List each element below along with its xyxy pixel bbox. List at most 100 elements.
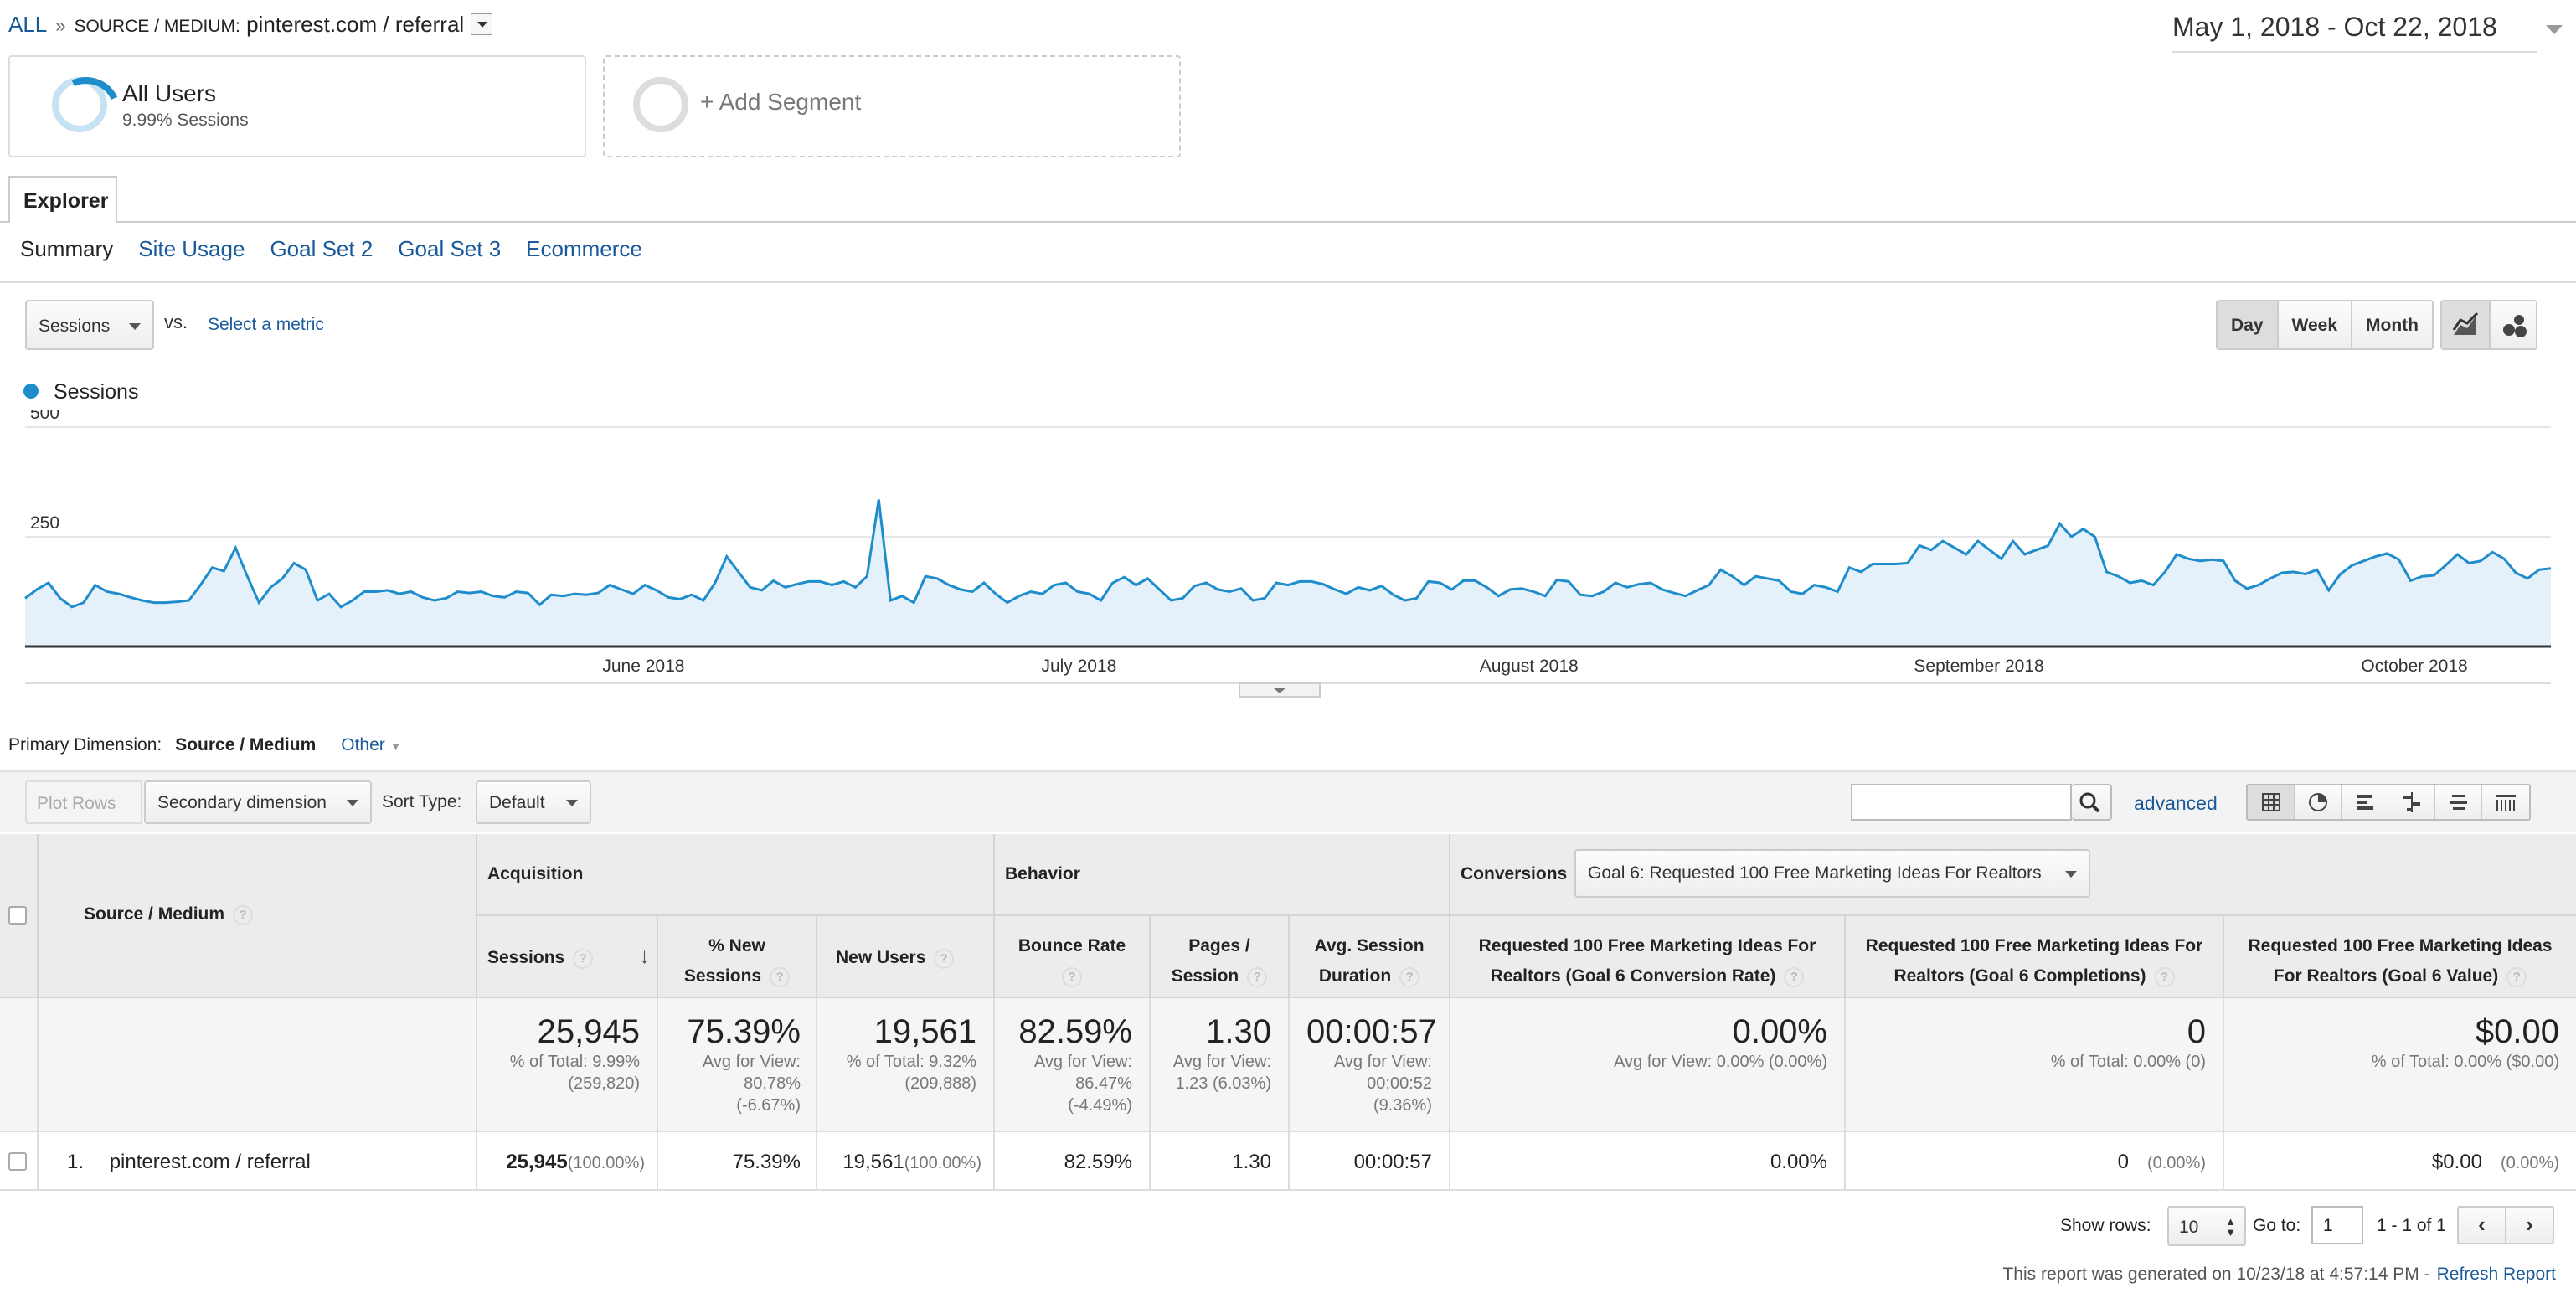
subtab-site-usage[interactable]: Site Usage [138,236,245,261]
header-avg-session-duration[interactable]: Avg. Session Duration? [1290,916,1450,998]
primary-dimension-value[interactable]: Source / Medium [175,735,317,755]
help-icon[interactable]: ? [1399,967,1420,987]
subtab-ecommerce[interactable]: Ecommerce [526,236,642,261]
tab-explorer[interactable]: Explorer [8,176,117,223]
header-sessions[interactable]: Sessions? ↓ [477,916,658,998]
row-new-users: 19,561(100.00%) [817,1132,995,1191]
goto-page-input[interactable]: 1 [2311,1206,2363,1244]
secondary-dimension-label: Secondary dimension [157,793,327,812]
period-day-button[interactable]: Day [2218,301,2279,348]
help-icon[interactable]: ? [770,967,791,987]
chevron-right-icon: › [2526,1212,2533,1237]
y-tick-label: 250 [30,513,59,533]
sort-type-select[interactable]: Default [476,780,591,824]
x-tick-label: September 2018 [1914,657,2043,676]
row-bounce-rate: 82.59% [995,1132,1151,1191]
help-icon[interactable]: ? [573,949,594,969]
row-goal-val-pct: (0.00%) [2500,1154,2559,1172]
search-icon [2079,792,2100,813]
pager: ‹ › [2457,1206,2554,1244]
search-button[interactable] [2072,784,2112,821]
stepper-icon: ▲ ▼ [2225,1215,2236,1239]
percentage-view-button[interactable] [2295,785,2342,819]
header-goal-comp-line1: Requested 100 Free Marketing Ideas For [1865,936,2203,955]
header-goal-value[interactable]: Requested 100 Free Marketing Ideas For R… [2224,916,2576,998]
header-pct-new-sessions[interactable]: % New Sessions? [658,916,817,998]
breadcrumb-all-link[interactable]: ALL [8,12,48,37]
show-rows-select[interactable]: 10 ▲ ▼ [2167,1206,2246,1246]
breadcrumb-dropdown-button[interactable] [471,13,493,35]
row-goal-completions: 0 (0.00%) [1846,1132,2224,1191]
help-icon[interactable]: ? [1062,967,1082,987]
header-goal-val-line2: For Realtors (Goal 6 Value) [2273,966,2499,986]
totals-new-sessions-value: 75.39% [687,1013,801,1050]
sort-type-label: Sort Type: [382,792,462,811]
plot-rows-button[interactable]: Plot Rows [25,780,142,824]
pivot-view-button[interactable] [2482,785,2529,819]
totals-goal-comp-sub: % of Total: 0.00% (0) [2050,1053,2206,1071]
segment-all-users[interactable]: All Users 9.99% Sessions [8,55,586,157]
add-segment-button[interactable]: + Add Segment [603,55,1181,157]
header-new-users[interactable]: New Users? [817,916,995,998]
totals-new-users-value: 19,561 [873,1013,976,1050]
data-view-button[interactable] [2248,785,2295,819]
group-acquisition: Acquisition [477,834,995,916]
header-pct-new-sessions-line2: Sessions [683,966,762,986]
select-metric-link[interactable]: Select a metric [208,315,324,334]
motion-chart-button[interactable] [2491,301,2536,348]
totals-goal-val-sub: % of Total: 0.00% ($0.00) [2371,1053,2559,1071]
subtab-goal-set-3[interactable]: Goal Set 3 [398,236,502,261]
header-source-medium[interactable]: Source / Medium? [39,834,477,998]
period-week-button[interactable]: Week [2278,301,2353,348]
header-pages-session[interactable]: Pages / Session? [1151,916,1290,998]
table-search-input[interactable] [1851,784,2072,821]
next-page-button[interactable]: › [2506,1208,2553,1243]
row-source-link[interactable]: pinterest.com / referral [109,1151,311,1173]
subtabs-divider [0,281,2576,283]
chevron-down-icon: ▼ [389,739,402,753]
totals-new-sessions-sub1: Avg for View: [702,1053,801,1071]
row-checkbox[interactable] [8,1152,27,1171]
goal-select[interactable]: Goal 6: Requested 100 Free Marketing Ide… [1574,849,2090,898]
subtab-goal-set-2[interactable]: Goal Set 2 [270,236,374,261]
performance-view-button[interactable] [2342,785,2388,819]
comparison-view-button[interactable] [2388,785,2435,819]
header-pct-new-sessions-line1: % New [708,936,765,955]
date-range-text: May 1, 2018 - Oct 22, 2018 [2172,12,2497,42]
prev-page-button[interactable]: ‹ [2459,1208,2506,1243]
totals-pages-sub1: Avg for View: [1172,1053,1271,1071]
legend-dot-icon [23,384,39,399]
breadcrumb: ALL » SOURCE / MEDIUM: pinterest.com / ref… [8,12,493,38]
date-range-picker[interactable]: May 1, 2018 - Oct 22, 2018 [2172,12,2563,53]
chart-type-toggle [2440,300,2537,350]
select-all-checkbox[interactable] [8,906,27,925]
period-month-button[interactable]: Month [2352,301,2432,348]
term-cloud-icon [2450,795,2467,810]
header-bounce-rate[interactable]: Bounce Rate ? [995,916,1151,998]
header-goal-rate-line2: Realtors (Goal 6 Conversion Rate) [1490,966,1776,986]
goto-label: Go to: [2253,1216,2301,1235]
totals-bounce-value: 82.59% [1018,1013,1132,1050]
subtab-summary[interactable]: Summary [20,236,114,261]
help-icon[interactable]: ? [934,949,955,969]
term-cloud-button[interactable] [2435,785,2482,819]
help-icon[interactable]: ? [233,905,254,925]
refresh-report-link[interactable]: Refresh Report [2436,1265,2556,1284]
row-pages-session: 1.30 [1151,1132,1290,1191]
help-icon[interactable]: ? [2154,967,2175,987]
sessions-line [24,499,2552,609]
row-goal-val-value: $0.00 [2431,1151,2482,1173]
primary-dimension-other[interactable]: Other ▼ [341,735,402,755]
header-goal-completions[interactable]: Requested 100 Free Marketing Ideas For R… [1846,916,2224,998]
secondary-dimension-select[interactable]: Secondary dimension [144,780,372,824]
advanced-filter-link[interactable]: advanced [2134,792,2218,814]
row-checkbox-cell [0,1132,39,1191]
header-goal-conversion-rate[interactable]: Requested 100 Free Marketing Ideas For R… [1450,916,1846,998]
help-icon[interactable]: ? [1784,967,1805,987]
help-icon[interactable]: ? [1247,967,1268,987]
help-icon[interactable]: ? [2506,967,2527,987]
metric-select[interactable]: Sessions [25,300,154,350]
totals-bounce-sub2: 86.47% [1075,1074,1132,1093]
sessions-chart: 500 250 June 2018 July 2018 August 2018 Septe… [24,410,2552,698]
line-chart-button[interactable] [2442,301,2491,348]
